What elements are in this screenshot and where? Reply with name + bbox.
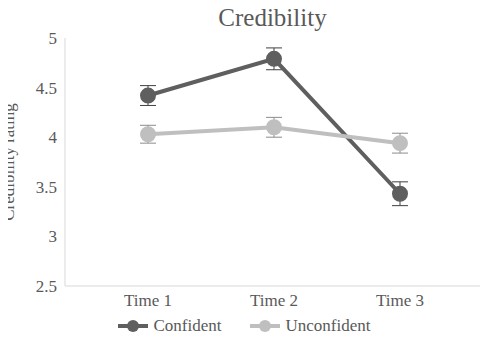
html-text:Unconfident: Unconfident	[285, 316, 371, 335]
svg-text:4: 4	[49, 128, 58, 147]
svg-text:2.5: 2.5	[36, 277, 57, 296]
svg-text:Credibility rating: Credibility rating	[8, 103, 18, 221]
svg-text:Time 1: Time 1	[124, 291, 172, 310]
html-text:Credibility: Credibility	[218, 4, 327, 31]
svg-text:Time 2: Time 2	[250, 291, 298, 310]
svg-text:4.5: 4.5	[36, 79, 57, 98]
html-text:Confident: Confident	[153, 316, 222, 335]
svg-text:3.5: 3.5	[36, 178, 57, 197]
svg-text:Time 3: Time 3	[376, 291, 424, 310]
svg-text:3: 3	[49, 227, 58, 246]
svg-text:5: 5	[49, 29, 58, 48]
